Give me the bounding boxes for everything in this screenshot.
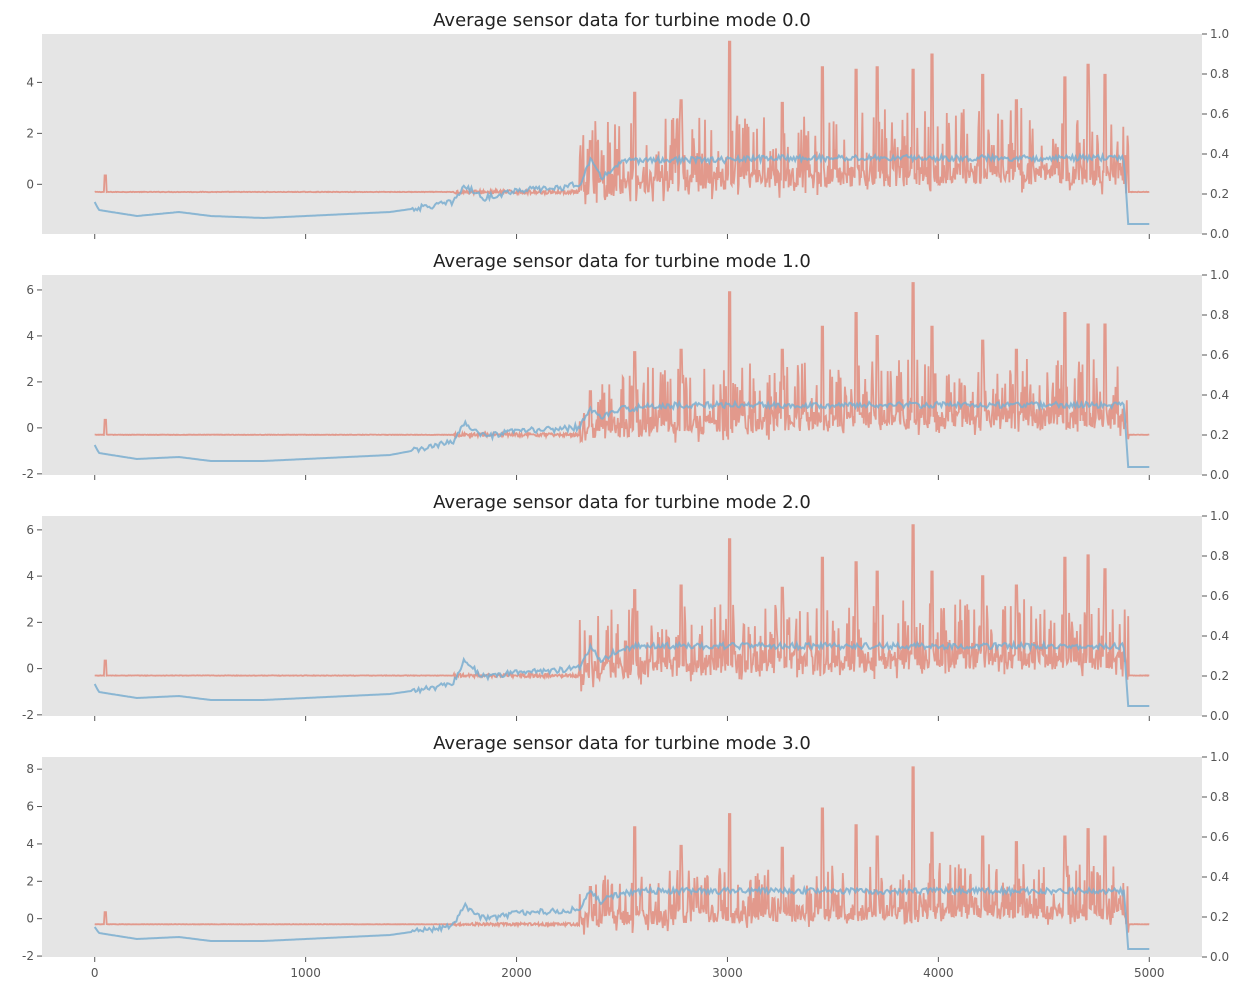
x-tick-label: 4000 [923, 966, 954, 980]
x-axis [94, 475, 1150, 480]
y2-tick-label: 0.4 [1210, 147, 1229, 161]
y-tick-label: 2 [26, 126, 34, 140]
sensor-series-line [94, 766, 1150, 935]
left-y-axis: -2 0 2 4 6 8 [22, 762, 42, 963]
series-group [93, 766, 1150, 950]
y-tick-label: 6 [26, 523, 34, 537]
right-y-axis: 0.0 0.2 0.4 0.6 0.8 1.0 [1202, 27, 1229, 241]
x-axis: 0 1000 2000 3000 4000 5000 [91, 957, 1165, 980]
y-tick-label: 0 [26, 912, 34, 926]
left-y-axis: -2 0 2 4 6 [22, 523, 42, 722]
series-group [93, 524, 1150, 707]
plot-area-background [42, 34, 1202, 234]
x-tick-label: 5000 [1134, 966, 1165, 980]
y2-tick-label: 0.6 [1210, 589, 1229, 603]
y2-tick-label: 1.0 [1210, 750, 1229, 764]
y-tick-label: 4 [26, 837, 34, 851]
average-series-line [93, 884, 1150, 950]
y-tick-label: 4 [26, 569, 34, 583]
x-axis [94, 234, 1150, 239]
plot-area-background [42, 516, 1202, 716]
average-series-line [93, 151, 1150, 225]
left-y-axis: 0 2 4 [26, 75, 42, 191]
right-y-axis: 0.0 0.2 0.4 0.6 0.8 1.0 [1202, 268, 1229, 482]
x-tick-label: 3000 [712, 966, 743, 980]
y2-tick-label: 0.8 [1210, 67, 1229, 81]
y-tick-label: 8 [26, 762, 34, 776]
average-series-line [93, 639, 1150, 707]
y2-tick-label: 0.2 [1210, 428, 1229, 442]
y-tick-label: -2 [22, 949, 34, 963]
y2-tick-label: 0.8 [1210, 549, 1229, 563]
y-tick-label: 0 [26, 662, 34, 676]
subplot-title: Average sensor data for turbine mode 2.0 [433, 492, 811, 513]
y2-tick-label: 0.4 [1210, 388, 1229, 402]
y2-tick-label: 0.6 [1210, 348, 1229, 362]
y-tick-label: 0 [26, 177, 34, 191]
series-group [93, 282, 1150, 468]
x-tick-label: 2000 [501, 966, 532, 980]
y-tick-label: 4 [26, 75, 34, 89]
y2-tick-label: 0.8 [1210, 308, 1229, 322]
y-tick-label: 4 [26, 329, 34, 343]
y-tick-label: -2 [22, 467, 34, 481]
y2-tick-label: 0.0 [1210, 468, 1229, 482]
sensor-series-line [94, 40, 1150, 205]
average-series-line [93, 399, 1150, 468]
y2-tick-label: 1.0 [1210, 27, 1229, 41]
plot-area-background [42, 757, 1202, 957]
y-tick-label: -2 [22, 708, 34, 722]
y-tick-label: 2 [26, 615, 34, 629]
subplot-2: Average sensor data for turbine mode 2.0… [22, 492, 1229, 723]
y2-tick-label: 1.0 [1210, 268, 1229, 282]
left-y-axis: -2 0 2 4 6 [22, 283, 42, 481]
subplot-3: Average sensor data for turbine mode 3.0… [22, 733, 1229, 980]
subplot-title: Average sensor data for turbine mode 0.0 [433, 10, 811, 31]
y2-tick-label: 0.0 [1210, 709, 1229, 723]
y2-tick-label: 0.0 [1210, 227, 1229, 241]
y-tick-label: 2 [26, 874, 34, 888]
y-tick-label: 6 [26, 800, 34, 814]
sensor-series-line [94, 282, 1150, 444]
y2-tick-label: 0.2 [1210, 669, 1229, 683]
subplot-title: Average sensor data for turbine mode 3.0 [433, 733, 811, 754]
x-tick-label: 1000 [290, 966, 321, 980]
y-tick-label: 2 [26, 375, 34, 389]
right-y-axis: 0.0 0.2 0.4 0.6 0.8 1.0 [1202, 750, 1229, 964]
x-tick-label: 0 [91, 966, 99, 980]
y2-tick-label: 0.2 [1210, 187, 1229, 201]
subplot-title: Average sensor data for turbine mode 1.0 [433, 251, 811, 272]
y2-tick-label: 1.0 [1210, 509, 1229, 523]
subplot-1: Average sensor data for turbine mode 1.0… [22, 251, 1229, 482]
subplot-0: Average sensor data for turbine mode 0.0… [26, 10, 1229, 241]
y2-tick-label: 0.8 [1210, 790, 1229, 804]
y-tick-label: 6 [26, 283, 34, 297]
y2-tick-label: 0.6 [1210, 107, 1229, 121]
y-tick-label: 0 [26, 421, 34, 435]
x-axis [94, 716, 1150, 721]
y2-tick-label: 0.2 [1210, 910, 1229, 924]
y2-tick-label: 0.0 [1210, 950, 1229, 964]
sensor-series-line [94, 524, 1150, 692]
y2-tick-label: 0.4 [1210, 870, 1229, 884]
y2-tick-label: 0.6 [1210, 830, 1229, 844]
y2-tick-label: 0.4 [1210, 629, 1229, 643]
right-y-axis: 0.0 0.2 0.4 0.6 0.8 1.0 [1202, 509, 1229, 723]
series-group [93, 40, 1150, 225]
